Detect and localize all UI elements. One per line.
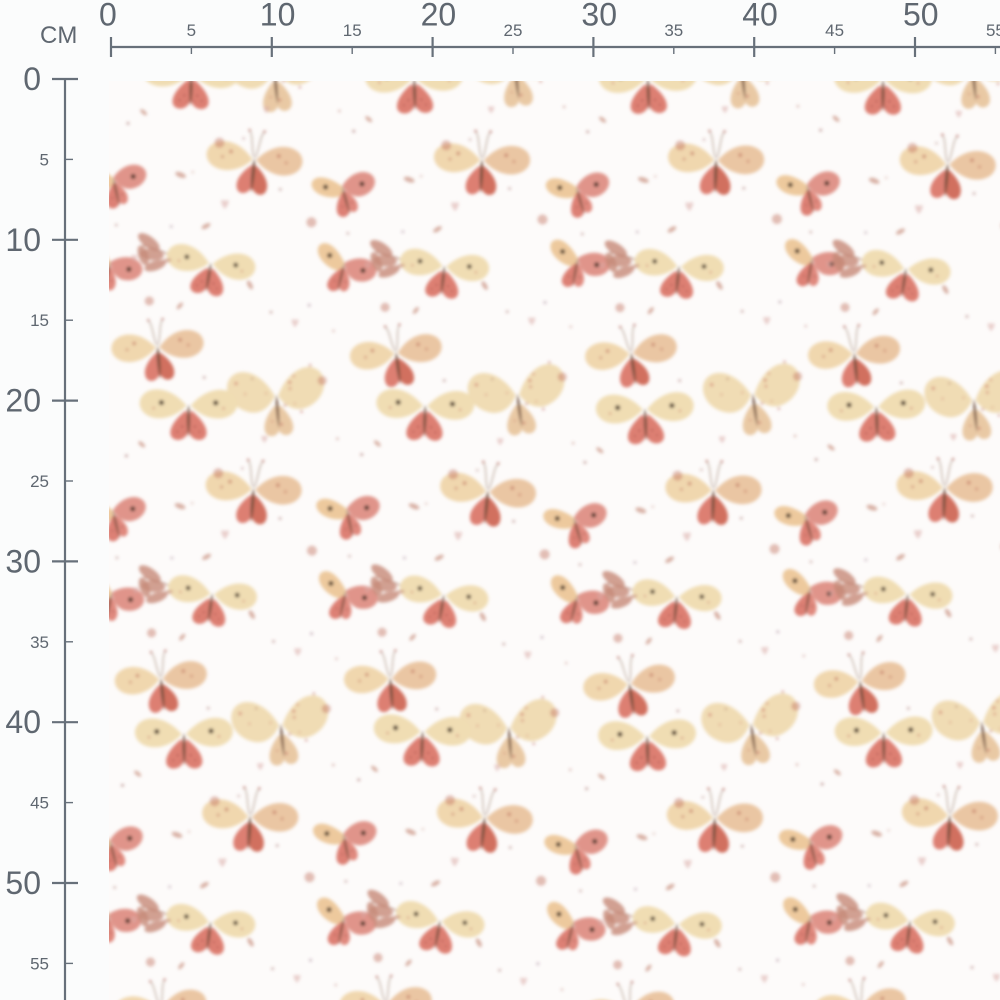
- svg-text:35: 35: [30, 633, 49, 652]
- svg-text:35: 35: [664, 21, 683, 40]
- svg-text:0: 0: [23, 61, 41, 97]
- svg-text:10: 10: [260, 0, 296, 32]
- svg-text:CM: CM: [40, 22, 77, 49]
- svg-text:55: 55: [30, 954, 49, 973]
- svg-text:15: 15: [343, 21, 362, 40]
- svg-text:25: 25: [30, 472, 49, 491]
- svg-text:0: 0: [99, 0, 117, 32]
- svg-text:10: 10: [5, 222, 41, 258]
- svg-text:5: 5: [187, 21, 196, 40]
- svg-text:50: 50: [5, 865, 41, 901]
- svg-text:30: 30: [5, 543, 41, 579]
- svg-text:40: 40: [5, 704, 41, 740]
- svg-text:45: 45: [825, 21, 844, 40]
- svg-text:25: 25: [504, 21, 523, 40]
- svg-text:20: 20: [421, 0, 457, 32]
- svg-text:20: 20: [5, 383, 41, 419]
- svg-text:40: 40: [742, 0, 778, 32]
- svg-text:55: 55: [986, 21, 1000, 40]
- svg-text:45: 45: [30, 794, 49, 813]
- svg-text:50: 50: [903, 0, 939, 32]
- svg-text:5: 5: [40, 150, 49, 169]
- svg-text:30: 30: [581, 0, 617, 32]
- svg-text:15: 15: [30, 311, 49, 330]
